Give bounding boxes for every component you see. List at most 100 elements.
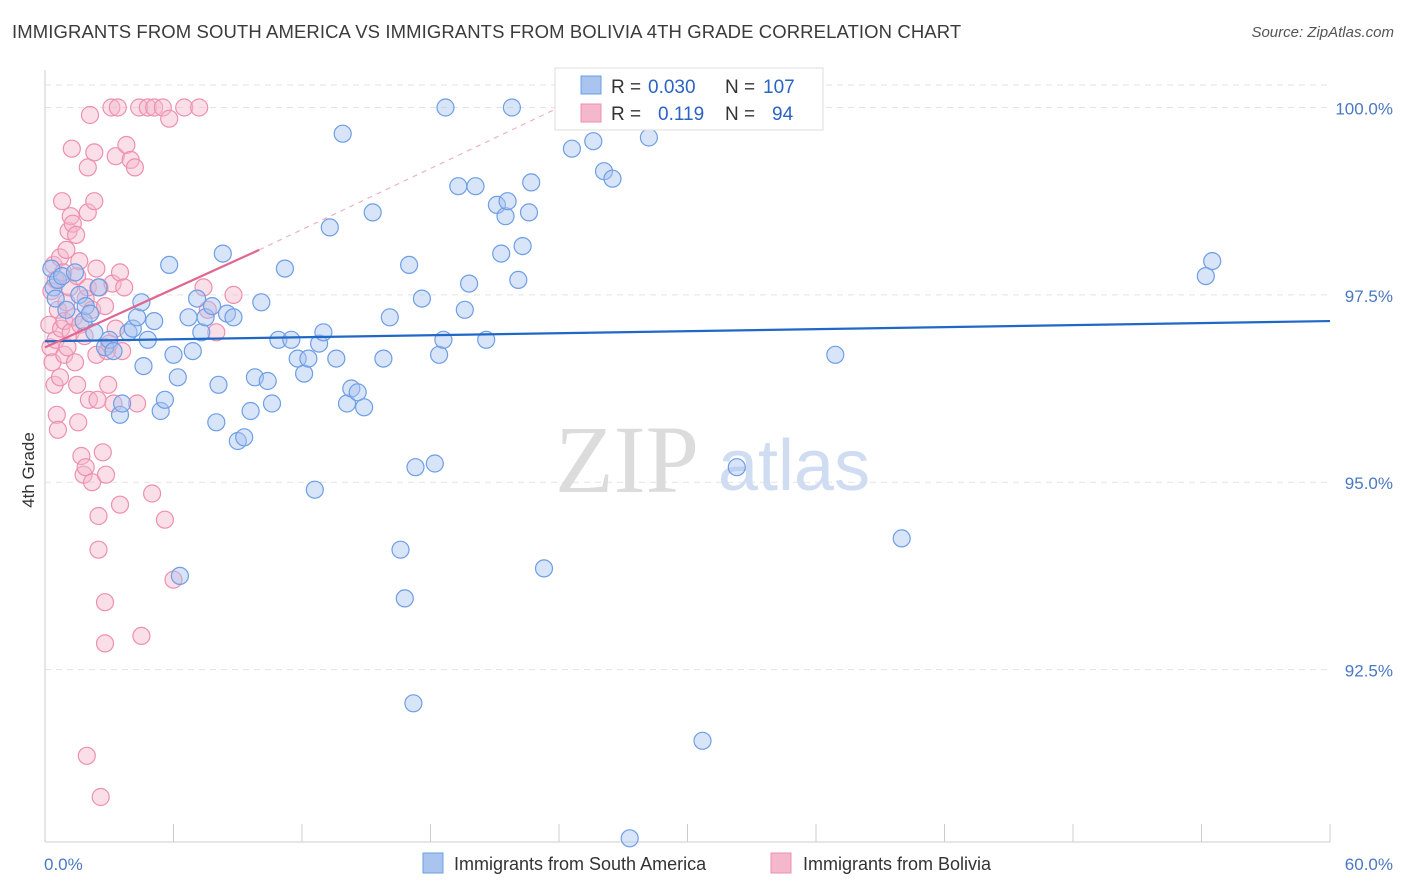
south-america-point-41	[224, 308, 243, 327]
south-america-point-84	[492, 244, 511, 263]
south-america-point-55	[305, 480, 324, 499]
bolivia-point-8	[47, 405, 66, 424]
south-america-point-100	[639, 128, 659, 147]
south-america-point-47	[258, 371, 277, 391]
legend-r-value-2: 0.119	[658, 104, 704, 125]
south-america-point-89	[513, 237, 532, 256]
south-america-point-90	[519, 203, 539, 222]
series-legend-swatch-pink	[770, 852, 792, 874]
bolivia-point-84	[153, 98, 172, 117]
south-america-point-2	[46, 289, 65, 308]
south-america-point-80	[460, 274, 479, 293]
bolivia-point-75	[117, 135, 136, 155]
south-america-point-79	[455, 300, 474, 319]
south-america-point-82	[477, 330, 496, 349]
south-america-point-11	[85, 323, 104, 342]
bolivia-point-33	[70, 252, 89, 271]
south-america-point-56	[310, 334, 329, 353]
south-america-point-52	[288, 349, 307, 368]
south-america-point-76	[434, 330, 453, 349]
bolivia-point-69	[106, 147, 125, 166]
south-america-point-17	[112, 394, 132, 413]
axes	[44, 70, 1331, 843]
bolivia-point-60	[95, 634, 115, 653]
south-america-point-54	[299, 349, 318, 368]
bolivia-point-92	[207, 323, 226, 342]
watermark-atlas: atlas	[718, 426, 870, 506]
south-america-point-35	[196, 308, 215, 327]
bolivia-point-43	[78, 158, 97, 177]
south-america-trend-line	[44, 319, 1331, 343]
south-america-point-49	[269, 330, 288, 349]
legend-n-label-2: N =	[725, 104, 755, 125]
south-america-point-10	[80, 304, 100, 323]
bolivia-point-93	[224, 285, 243, 304]
y-tick-labels: 92.5% 95.0% 97.5% 100.0%	[1335, 99, 1393, 680]
watermark: ZIP atlas	[555, 406, 870, 513]
bolivia-point-25	[62, 139, 81, 158]
south-america-point-65	[363, 203, 382, 222]
south-america-point-27	[160, 255, 179, 274]
south-america-point-53	[295, 364, 314, 383]
x-tick-label-0: 0.0%	[44, 855, 83, 874]
south-america-point-38	[209, 375, 228, 394]
bolivia-point-89	[190, 98, 209, 117]
south-america-point-61	[337, 394, 357, 413]
south-america-point-30	[170, 566, 189, 586]
y-tick-label-3: 100.0%	[1335, 99, 1393, 118]
bolivia-point-49	[85, 143, 104, 162]
legend-swatch-blue	[580, 75, 602, 95]
watermark-zip: ZIP	[555, 406, 699, 513]
south-america-point-68	[391, 540, 410, 559]
bolivia-point-88	[175, 98, 194, 117]
south-america-point-32	[183, 342, 202, 361]
x-tick-labels: 0.0% 60.0%	[44, 855, 1393, 874]
y-tick-label-2: 97.5%	[1345, 287, 1393, 306]
y-tick-label-1: 95.0%	[1345, 474, 1393, 493]
bolivia-point-90	[194, 278, 213, 297]
south-america-point-91	[522, 173, 541, 192]
south-america-point-87	[502, 98, 521, 117]
bolivia-points	[40, 98, 243, 807]
bolivia-point-41	[78, 203, 97, 222]
south-america-point-44	[241, 401, 260, 421]
bolivia-point-48	[85, 192, 104, 211]
bolivia-point-31	[67, 375, 87, 394]
south-america-point-59	[327, 349, 346, 368]
bolivia-point-59	[95, 593, 115, 612]
south-america-point-19	[123, 319, 142, 338]
bolivia-point-74	[115, 278, 134, 297]
bolivia-trend-line	[44, 248, 260, 349]
bolivia-point-14	[52, 192, 72, 211]
south-america-point-51	[282, 330, 301, 349]
south-america-point-70	[400, 255, 419, 274]
legend-swatch-pink	[580, 103, 602, 123]
bolivia-point-52	[88, 390, 107, 409]
south-america-point-88	[509, 270, 528, 289]
legend-n-value-1: 107	[763, 77, 795, 98]
source-credit: Source: ZipAtlas.com	[1251, 24, 1394, 41]
south-america-point-97	[603, 169, 622, 188]
bolivia-point-50	[87, 259, 106, 278]
south-america-point-72	[406, 458, 425, 477]
south-america-point-103	[826, 345, 845, 364]
south-america-point-43	[235, 428, 254, 447]
bolivia-point-78	[128, 394, 147, 413]
bolivia-point-28	[65, 353, 85, 372]
series-legend: Immigrants from South America Immigrants…	[422, 852, 992, 874]
legend-n-value-2: 94	[772, 104, 794, 125]
bolivia-point-20	[58, 338, 77, 357]
bolivia-point-63	[99, 375, 118, 394]
legend-r-label-1: R =	[611, 77, 641, 98]
bolivia-point-23	[61, 207, 80, 226]
bolivia-point-47	[82, 473, 102, 492]
bolivia-point-35	[72, 446, 91, 466]
south-america-point-46	[252, 293, 271, 312]
trend-lines	[44, 106, 1331, 349]
south-america-point-86	[498, 192, 517, 211]
x-tick-label-1: 60.0%	[1345, 855, 1393, 874]
bolivia-point-18	[57, 240, 76, 259]
south-america-point-25	[151, 401, 170, 421]
south-america-point-74	[425, 454, 444, 473]
south-america-point-6	[65, 263, 85, 282]
